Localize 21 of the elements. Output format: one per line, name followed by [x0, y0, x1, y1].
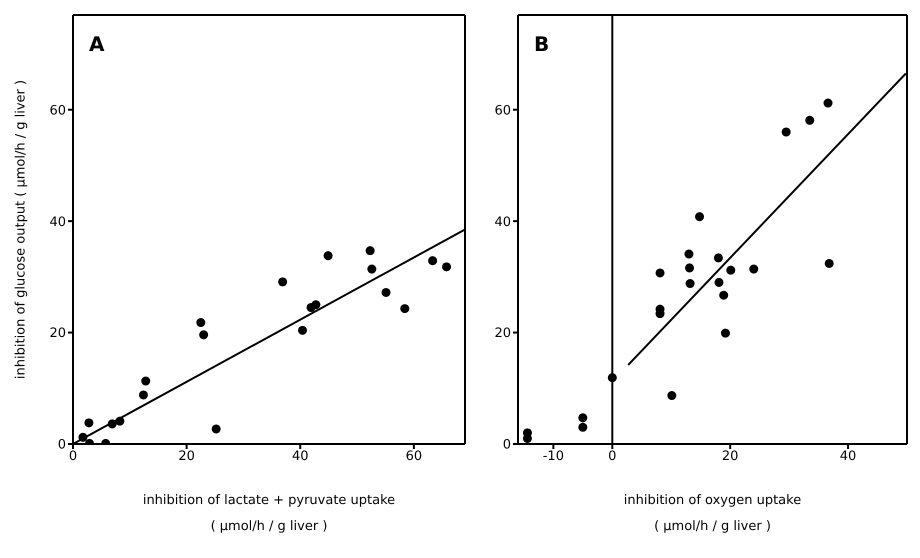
- x-tick-label: 0: [68, 449, 78, 464]
- y-tick-label: 20: [49, 326, 66, 342]
- annotation: B: [534, 32, 550, 56]
- y-tick-label: 40: [49, 214, 66, 230]
- x-tick-label: 20: [178, 449, 195, 464]
- y-tick-label: 40: [494, 214, 511, 230]
- x-axis-title: inhibition of oxygen uptake ( μmol/h / g liver ): [622, 492, 802, 536]
- x-axis-title: inhibition of lactate + pyruvate uptake ( μmol/h / g liver ): [142, 492, 396, 536]
- y-tick-label: 20: [494, 326, 511, 342]
- annotation: A: [89, 32, 104, 56]
- y-tick-label: 60: [494, 103, 511, 118]
- x-tick-label: -10: [542, 449, 564, 464]
- y-tick-label: 0: [58, 438, 66, 453]
- x-tick-label: 40: [292, 449, 309, 464]
- x-tick-label: 0: [608, 449, 616, 464]
- x-tick-label: 60: [406, 449, 422, 464]
- y-axis-title: inhibition of glucose output ( μmol/h / g liver ): [14, 80, 29, 380]
- y-tick-label: 60: [49, 103, 66, 118]
- y-tick-label: 0: [502, 438, 511, 453]
- x-tick-label: 20: [722, 449, 738, 464]
- x-tick-label: 40: [840, 449, 856, 464]
